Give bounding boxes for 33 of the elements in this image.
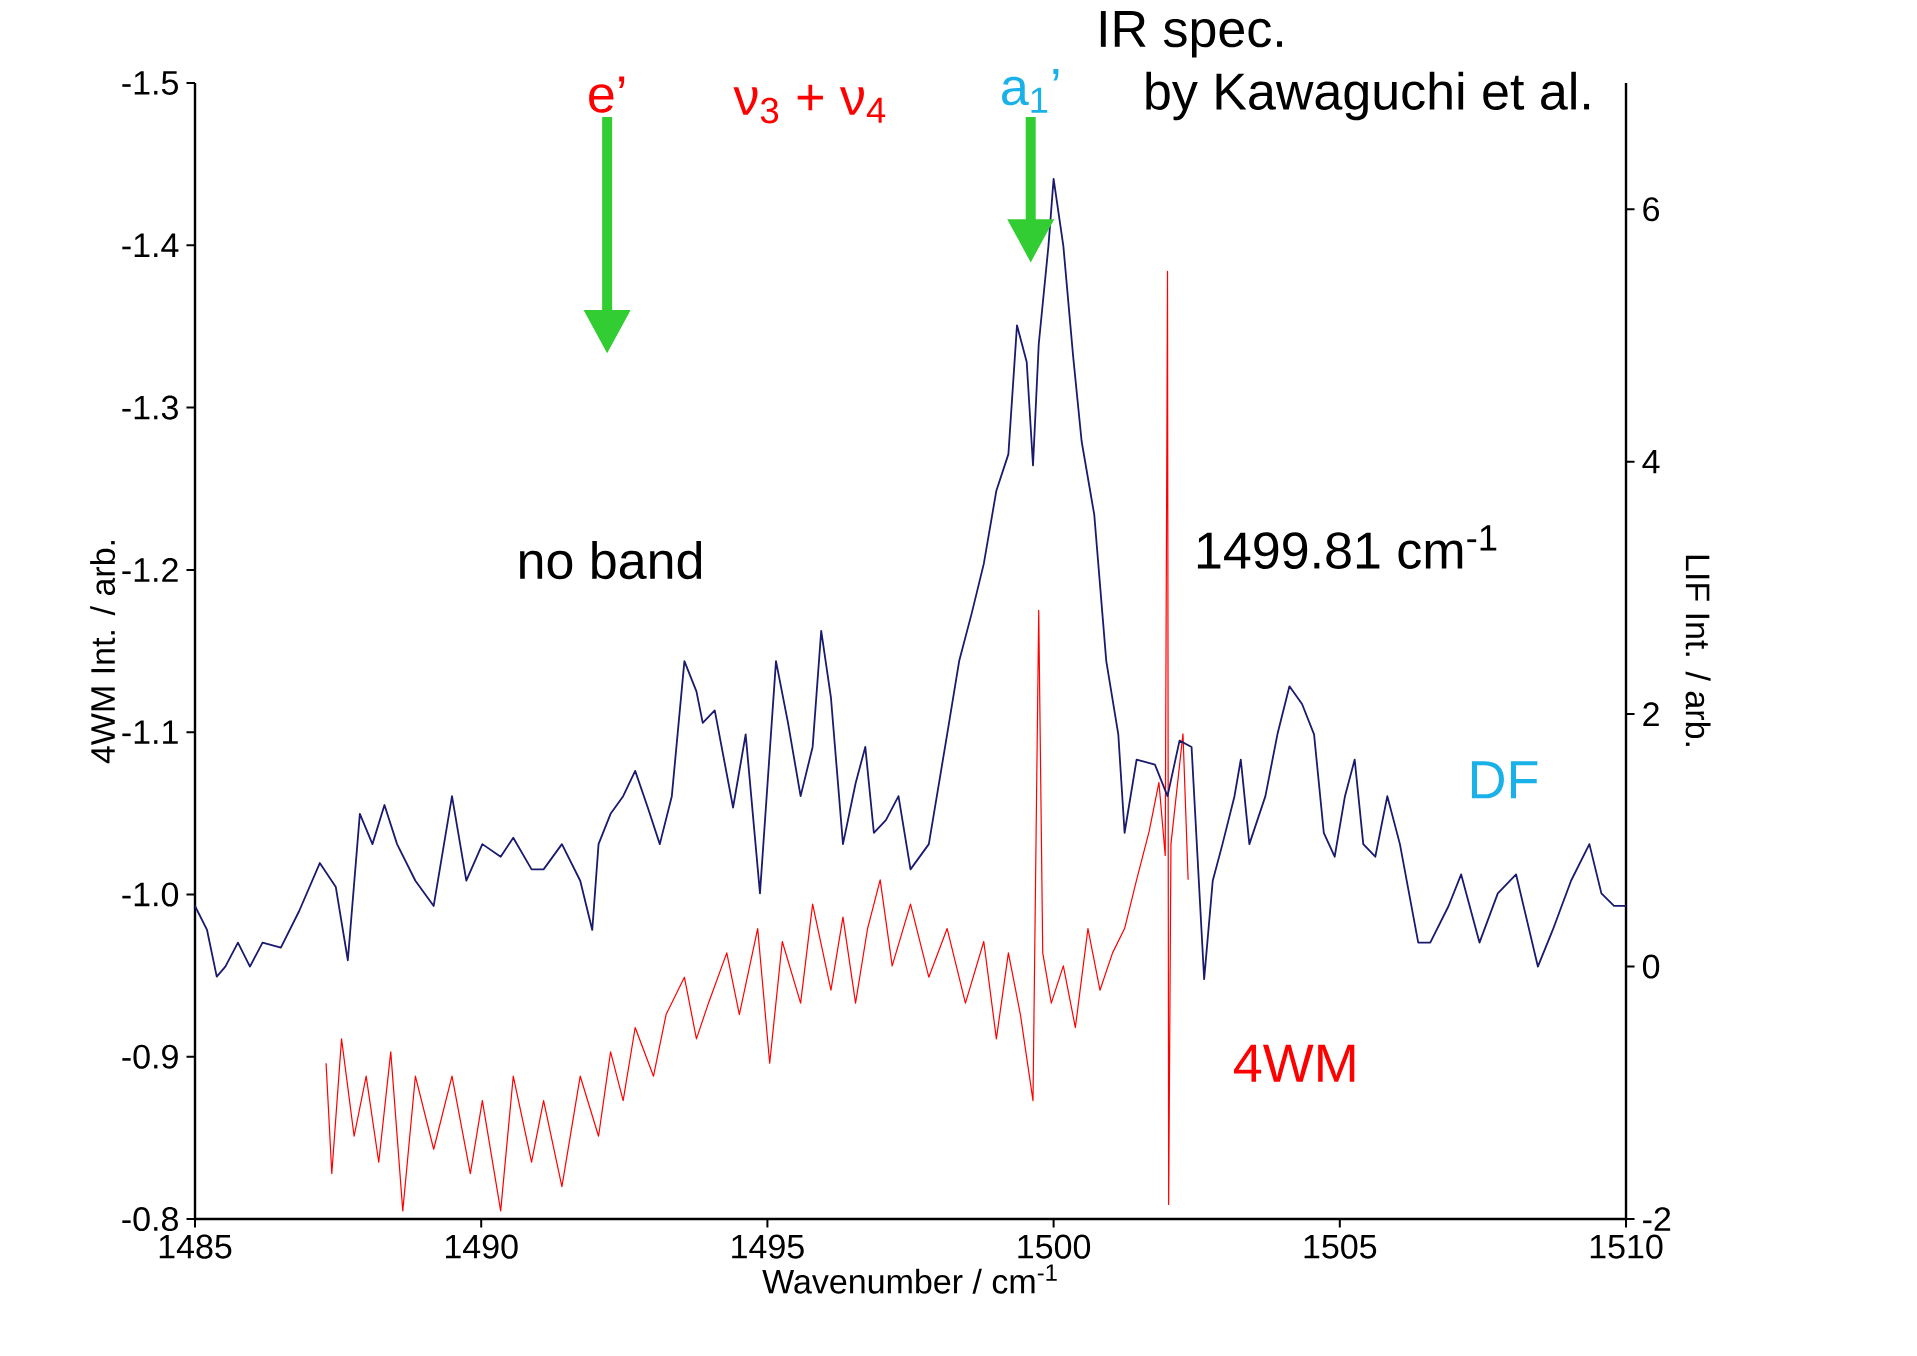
x-axis-title: Wavenumber / cm$^{-1}$ [762, 1264, 1057, 1294]
y-tick-label: -1.3 [122, 395, 178, 420]
annotation: ν$_{3}$ + ν$_{4}$ [733, 84, 886, 124]
annotation: a$_{1}$’ [1002, 69, 1059, 113]
annotation: no band [520, 541, 702, 580]
y2-tick-label: 0 [1642, 954, 1660, 979]
y2-tick-label: 4 [1642, 449, 1660, 474]
y-tick-label: -1.0 [122, 882, 179, 907]
y-tick-label: -1.1 [122, 720, 178, 744]
line-series [194, 178, 1627, 981]
y-tick-label: -1.2 [122, 558, 178, 582]
annotation: e’ [589, 76, 625, 113]
line-series [325, 270, 1189, 1212]
y-tick-label: -0.9 [122, 1044, 178, 1069]
annotation: 1499.81 cm$^{-1}$ [1197, 525, 1497, 569]
y-tick-label: -1.4 [122, 233, 179, 258]
series-label: 4WM [1234, 1044, 1355, 1082]
annotation: by Kawaguchi et al. [1146, 71, 1590, 121]
y2-axis-title: LIF Int. / arb. [1685, 555, 1711, 746]
x-tick-label: 1500 [1018, 1234, 1091, 1259]
x-tick-label: 1490 [445, 1234, 518, 1259]
y2-tick-label: 6 [1643, 197, 1660, 222]
y-tick-label: -0.8 [122, 1206, 178, 1232]
x-tick-label: 1495 [732, 1234, 804, 1259]
text: IR spec. [1100, 11, 1282, 58]
y2-tick-label: 2 [1643, 702, 1659, 726]
x-tick-label: 1510 [1590, 1234, 1663, 1259]
x-tick-label: 1485 [159, 1234, 232, 1259]
y2-tick-label: -2 [1643, 1207, 1671, 1231]
y-axis-title: 4WM Int. / arb. [90, 541, 116, 764]
y-tick-label: -1.5 [122, 71, 178, 95]
series-label: DF [1471, 761, 1538, 799]
x-tick-label: 1505 [1304, 1234, 1377, 1259]
